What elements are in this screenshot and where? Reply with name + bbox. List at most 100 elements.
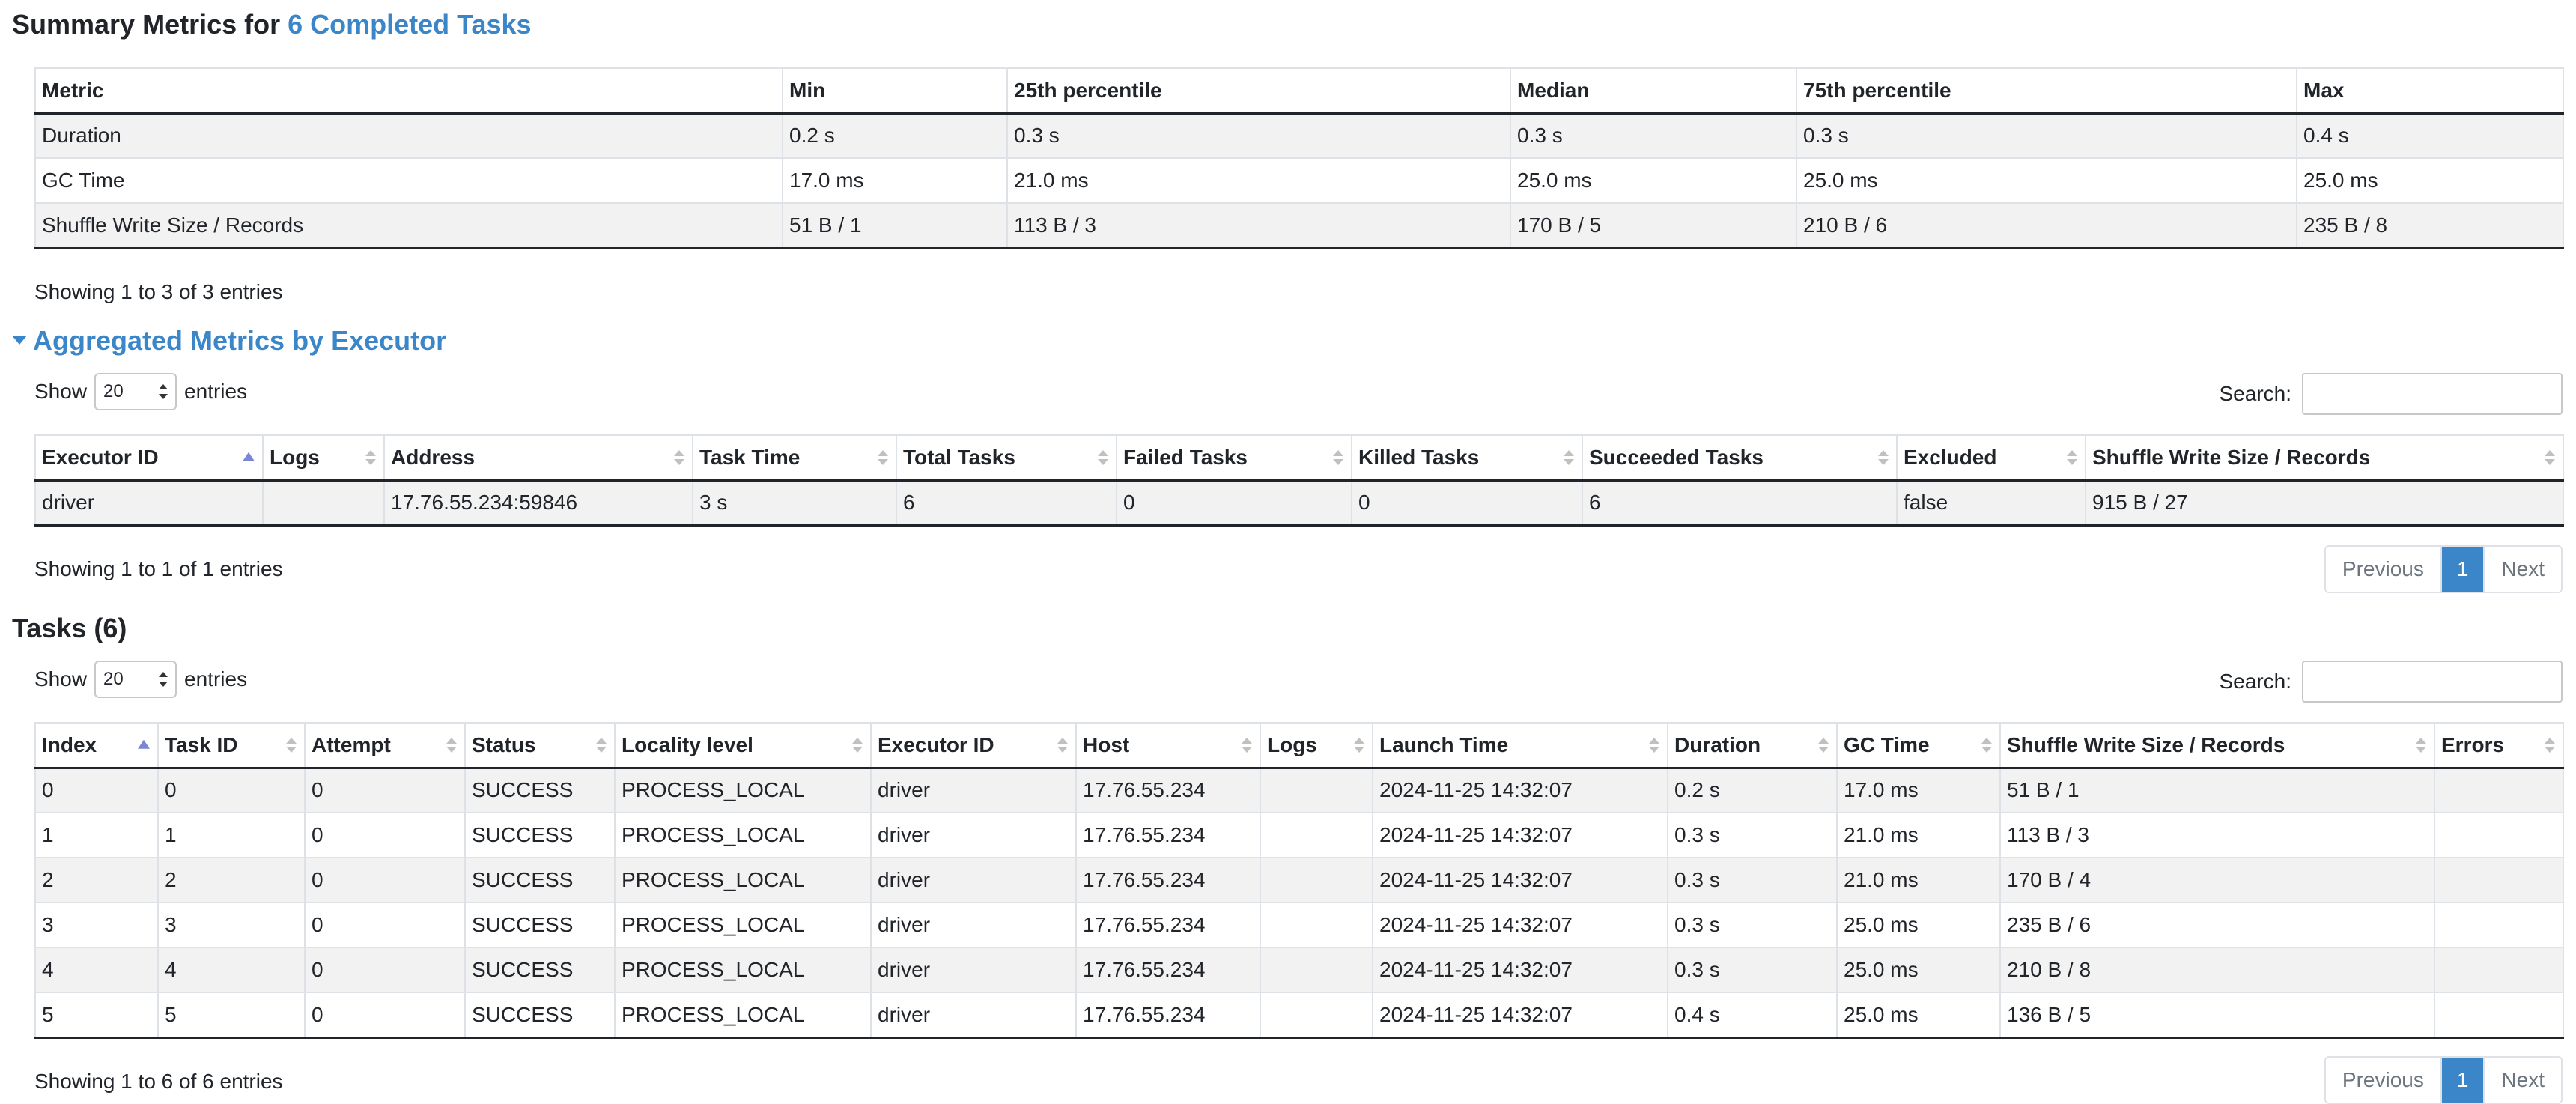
sort-icon [2545,737,2555,753]
summary-header-row: Metric Min 25th percentile Median 75th p… [34,67,2564,115]
sort-icon [878,449,888,465]
summary-title-prefix: Summary Metrics for [12,9,281,40]
table-cell: 170 B / 4 [1999,857,2435,903]
table-cell: SUCCESS [464,857,616,903]
table-cell: 0.3 s [1667,947,1838,993]
table-cell: 51 B / 1 [782,202,1008,249]
table-cell: 1 [157,812,306,858]
completed-tasks-link[interactable]: 6 Completed Tasks [288,9,532,40]
tasks-header-executor-id[interactable]: Executor ID [870,722,1077,769]
table-cell: 4 [34,947,159,993]
table-cell: 17.0 ms [782,157,1008,204]
executors-header-executor-id[interactable]: Executor ID [34,434,264,482]
executors-header-succeeded-tasks[interactable]: Succeeded Tasks [1582,434,1898,482]
sort-icon [1818,737,1829,753]
executors-header-killed-tasks[interactable]: Killed Tasks [1351,434,1583,482]
tasks-header-host[interactable]: Host [1075,722,1261,769]
table-cell: driver [870,857,1077,903]
executors-search-input[interactable] [2302,373,2563,415]
executors-page-size-select[interactable]: 20 [94,373,177,410]
table-cell: 0.3 s [1667,857,1838,903]
sort-icon [286,737,297,753]
tasks-header-index[interactable]: Index [34,722,159,769]
tasks-header-row: Index Task ID Attempt Status Locality le… [34,722,2564,769]
tasks-search-input[interactable] [2302,661,2563,703]
table-cell: driver [870,902,1077,948]
table-cell [2434,902,2564,948]
aggregated-metrics-title: Aggregated Metrics by Executor [33,325,447,356]
summary-header-p75: 75th percentile [1796,67,2297,115]
tasks-header-launch-time[interactable]: Launch Time [1372,722,1668,769]
table-row: GC Time 17.0 ms 21.0 ms 25.0 ms 25.0 ms 25.0 … [34,157,2564,204]
sort-icon [852,737,863,753]
executors-header-failed-tasks[interactable]: Failed Tasks [1116,434,1352,482]
executors-entries-label: entries [184,380,248,403]
table-cell: 25.0 ms [1836,947,2001,993]
executors-header-address[interactable]: Address [383,434,693,482]
table-cell: GC Time [34,157,783,204]
tasks-header-status[interactable]: Status [464,722,616,769]
tasks-previous-button[interactable]: Previous [2325,1058,2440,1103]
tasks-table: Index Task ID Attempt Status Locality le… [34,722,2564,1039]
table-row: 4 4 0 SUCCESS PROCESS_LOCAL driver 17.76.55.23… [34,947,2564,993]
table-row: 2 2 0 SUCCESS PROCESS_LOCAL driver 17.76.55.23… [34,857,2564,903]
tasks-page-size-select[interactable]: 20 [94,661,177,698]
executors-page-1-button[interactable]: 1 [2440,547,2484,592]
table-cell: 235 B / 8 [2296,202,2564,249]
executors-header-logs[interactable]: Logs [262,434,385,482]
aggregated-metrics-toggle[interactable]: Aggregated Metrics by Executor [12,325,446,357]
table-row: 1 1 0 SUCCESS PROCESS_LOCAL driver 17.76.55.23… [34,812,2564,858]
table-cell: 1 [34,812,159,858]
table-cell: 2024-11-25 14:32:07 [1372,812,1668,858]
executors-header-total-tasks[interactable]: Total Tasks [896,434,1117,482]
sort-icon [1057,737,1068,753]
executors-search-label: Search: [2219,382,2292,405]
executors-header-task-time[interactable]: Task Time [692,434,897,482]
tasks-pagination: Previous 1 Next [2324,1056,2563,1104]
table-cell: SUCCESS [464,767,616,813]
table-cell: 25.0 ms [1836,902,2001,948]
tasks-page-1-button[interactable]: 1 [2440,1058,2484,1103]
table-cell: 0.4 s [2296,112,2564,159]
table-cell: 0 [304,767,466,813]
sort-icon [1981,737,1992,753]
tasks-header-task-id[interactable]: Task ID [157,722,306,769]
executors-previous-button[interactable]: Previous [2325,547,2440,592]
table-cell [1260,767,1373,813]
sort-icon [1564,449,1574,465]
table-cell: 25.0 ms [1796,157,2297,204]
table-cell [1260,812,1373,858]
executors-body: driver 17.76.55.234:59846 3 s 6 0 0 6 false 915 … [34,479,2564,527]
sort-icon [1242,737,1252,753]
tasks-header-shuffle-write[interactable]: Shuffle Write Size / Records [1999,722,2435,769]
table-cell: PROCESS_LOCAL [614,812,872,858]
executors-next-button[interactable]: Next [2483,547,2561,592]
table-cell: 210 B / 8 [1999,947,2435,993]
summary-header-p25: 25th percentile [1006,67,1511,115]
table-cell: 0 [34,767,159,813]
executors-table: Executor ID Logs Address Task Time Total… [34,434,2564,527]
sort-icon [1098,449,1108,465]
executors-header-shuffle-write[interactable]: Shuffle Write Size / Records [2085,434,2564,482]
table-cell: 3 s [692,479,897,527]
table-cell [2434,992,2564,1039]
sort-icon [2416,737,2426,753]
tasks-show-entries: Show 20 entries [34,661,247,698]
table-cell: 21.0 ms [1006,157,1511,204]
tasks-header-gc-time[interactable]: GC Time [1836,722,2001,769]
table-cell: SUCCESS [464,947,616,993]
tasks-next-button[interactable]: Next [2483,1058,2561,1103]
table-cell: PROCESS_LOCAL [614,902,872,948]
tasks-info: Showing 1 to 6 of 6 entries [34,1070,283,1093]
tasks-header-duration[interactable]: Duration [1667,722,1838,769]
summary-header-median: Median [1510,67,1797,115]
executors-info: Showing 1 to 1 of 1 entries [34,557,283,580]
table-cell: 0.3 s [1510,112,1797,159]
tasks-header-attempt[interactable]: Attempt [304,722,466,769]
tasks-header-logs[interactable]: Logs [1260,722,1373,769]
tasks-header-locality-level[interactable]: Locality level [614,722,872,769]
executors-header-excluded[interactable]: Excluded [1896,434,2086,482]
table-cell: driver [870,992,1077,1039]
tasks-header-errors[interactable]: Errors [2434,722,2564,769]
